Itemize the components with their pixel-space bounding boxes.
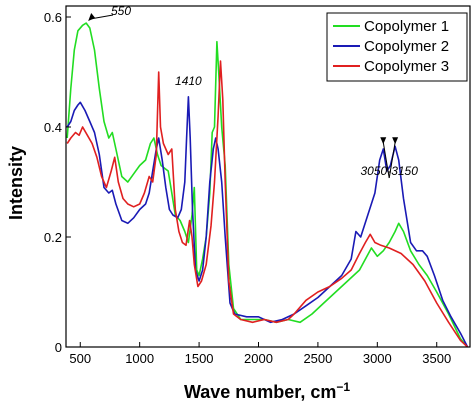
annotation-label: 1410: [175, 74, 202, 88]
annotation-layer: 550 1410 3050-3150: [88, 4, 419, 179]
annotation-label: 3050-3150: [361, 164, 419, 178]
x-tick-label: 2500: [303, 351, 332, 366]
x-tick-label: 3500: [422, 351, 451, 366]
annotation-label: 550: [111, 4, 131, 18]
x-tick-label: 500: [69, 351, 91, 366]
legend-label: Copolymer 3: [364, 58, 449, 75]
legend-label: Copolymer 1: [364, 18, 449, 35]
legend: Copolymer 1 Copolymer 2 Copolymer 3: [326, 12, 468, 82]
x-tick-label: 1500: [185, 351, 214, 366]
series-line-2: [66, 96, 469, 348]
plot-frame: [65, 5, 471, 348]
x-tick-label: 3000: [363, 351, 392, 366]
annotation-arrowhead: [88, 13, 96, 22]
y-axis-title: Intensity: [6, 146, 26, 220]
x-tick-label: 2000: [244, 351, 273, 366]
y-tick-label: 0.6: [44, 10, 62, 25]
y-tick-label: 0: [55, 340, 62, 355]
series-layer: [66, 22, 469, 348]
x-tick-label: 1000: [125, 351, 154, 366]
annotation-arrow: [382, 142, 390, 179]
legend-label: Copolymer 2: [364, 38, 449, 55]
annotation-arrow: [388, 142, 396, 179]
x-axis-title: Wave number, cm−1: [184, 380, 350, 402]
x-axis-title-text: Wave number, cm: [184, 382, 336, 402]
x-axis-title-superscript: −1: [336, 380, 350, 394]
annotation-arrowhead: [380, 137, 387, 145]
ticks-layer: 500 1000 1500 2000 2500 3000 3500 0 0.2 0.4 0.6: [44, 10, 451, 366]
series-line-3: [66, 60, 469, 348]
y-tick-label: 0.2: [44, 230, 62, 245]
annotation-arrowhead: [392, 137, 399, 145]
y-tick-label: 0.4: [44, 120, 62, 135]
